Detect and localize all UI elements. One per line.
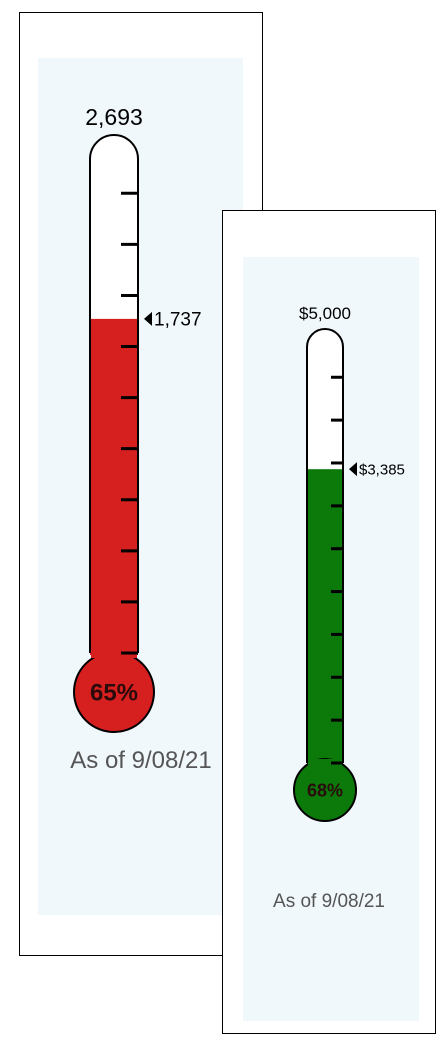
green-mercury-fill [307, 469, 343, 765]
green-as-of-date: As of 9/08/21 [273, 891, 385, 912]
red-thermometer-chart: 2,693 1,737 65% [73, 104, 202, 733]
red-goal-label: 2,693 [85, 104, 143, 130]
red-current-marker [144, 311, 152, 326]
green-bulb-neck [308, 759, 342, 765]
green-goal-label: $5,000 [299, 304, 351, 323]
green-current-marker [349, 462, 357, 477]
green-current-label: $3,385 [359, 462, 405, 479]
red-thermometer-panel [38, 58, 243, 915]
red-mercury-fill [90, 318, 138, 655]
green-percent-label: 68% [307, 780, 343, 800]
red-current-label: 1,737 [154, 310, 202, 331]
green-tube-outline [306, 328, 344, 763]
red-percent-label: 65% [90, 680, 138, 707]
red-as-of-date: As of 9/08/21 [70, 747, 212, 774]
green-thermometer-card: $5,000 $3,385 68% As of 9/08/21 [222, 210, 436, 1034]
green-thermometer-chart: $5,000 $3,385 68% [293, 304, 405, 822]
red-tube-outline [89, 134, 139, 653]
red-bulb-neck [91, 649, 137, 658]
